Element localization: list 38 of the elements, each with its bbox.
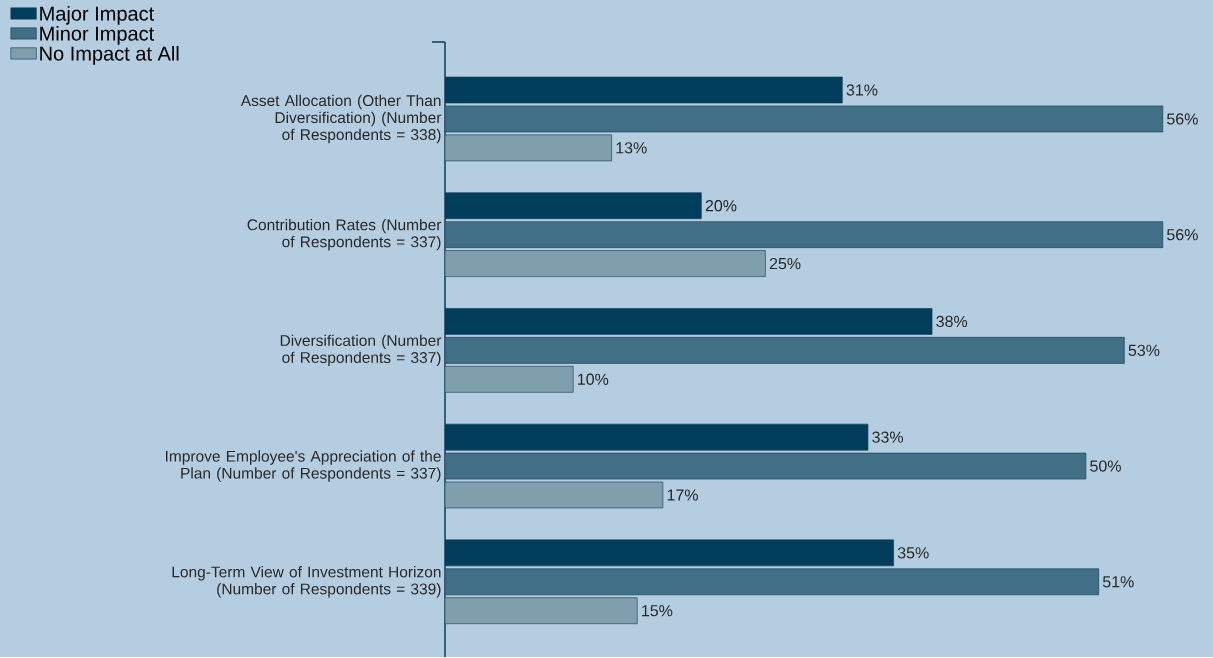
data-label: 31% <box>846 84 878 96</box>
data-label: 10% <box>578 373 609 386</box>
y-tick-label: Contribution Rates (Number of Respondents = 337) <box>247 219 442 251</box>
bar <box>445 221 1164 249</box>
y-tick-label: Asset Allocation (Other Than Diversification) (Number of Respondents = 338) <box>240 94 442 144</box>
bar <box>445 134 612 162</box>
bar <box>445 250 766 278</box>
bar <box>445 337 1125 364</box>
data-label: 33% <box>872 431 904 443</box>
legend-label: Minor Impact <box>40 26 155 45</box>
legend-label: Major Impact <box>40 6 155 25</box>
data-label: 56% <box>1167 229 1198 241</box>
y-tick-label: Long-Term View of Investment Horizon (Number of Respondents = 339) <box>172 566 441 598</box>
data-label: 38% <box>936 315 968 328</box>
y-tick-label: Improve Employee's Appreciation of the Plan (Number of Respondents = 337) <box>165 450 441 482</box>
data-label: 56% <box>1167 113 1198 125</box>
bar <box>445 366 574 393</box>
data-label: 17% <box>667 489 698 501</box>
data-label: 50% <box>1090 460 1121 472</box>
y-tick-label: Diversification (Number of Respondents = 337) <box>280 334 442 367</box>
data-label: 53% <box>1128 344 1160 357</box>
legend-label: No Impact at All <box>40 46 179 65</box>
bar <box>445 539 894 567</box>
bar <box>445 568 1099 596</box>
data-label: 35% <box>897 547 929 559</box>
bar <box>445 308 933 335</box>
bar <box>445 192 702 220</box>
bar <box>445 452 1087 480</box>
bar <box>445 105 1164 133</box>
bar <box>445 597 638 625</box>
data-label: 51% <box>1102 576 1134 588</box>
bar <box>445 481 664 509</box>
data-label: 20% <box>705 200 737 212</box>
data-label: 25% <box>769 258 801 270</box>
data-label: 13% <box>616 142 647 154</box>
bar <box>445 76 843 104</box>
data-label: 15% <box>642 605 673 617</box>
bar <box>445 423 869 451</box>
